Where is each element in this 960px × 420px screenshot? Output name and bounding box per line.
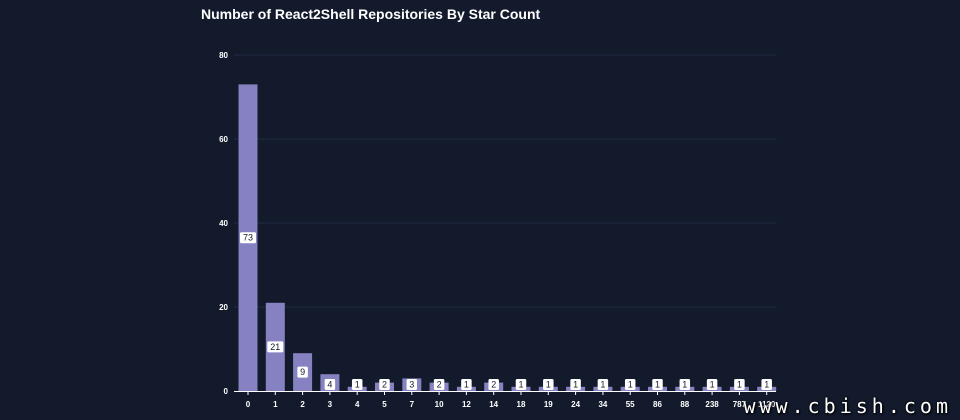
x-tick-label: 55	[626, 400, 635, 409]
x-tick-label: 238	[705, 400, 719, 409]
data-label-box	[570, 379, 581, 390]
data-label: 2	[437, 380, 442, 390]
x-tick-label: 24	[571, 400, 580, 409]
x-tick-label: 14	[489, 400, 498, 409]
x-tick-label: 5	[382, 400, 387, 409]
data-label: 1	[518, 380, 523, 390]
data-label-box	[734, 379, 745, 390]
x-tick-label: 7	[410, 400, 415, 409]
data-label-box	[543, 379, 554, 390]
data-label-box	[652, 379, 663, 390]
y-tick-label: 0	[224, 387, 229, 396]
data-label-box	[240, 232, 256, 244]
gridlines	[234, 54, 776, 308]
data-label: 2	[382, 380, 387, 390]
data-label: 2	[491, 380, 496, 390]
data-label: 1	[737, 380, 742, 390]
data-label: 1	[655, 380, 660, 390]
watermark: www.cbish.com	[743, 394, 952, 418]
data-label: 21	[270, 342, 280, 352]
data-label: 1	[546, 380, 551, 390]
x-tick-label: 1	[273, 400, 278, 409]
x-tick-label: 787	[733, 400, 747, 409]
data-label: 1	[464, 380, 469, 390]
chart-title: Number of React2Shell Repositories By St…	[201, 6, 541, 22]
x-tick-label: 0	[246, 400, 251, 409]
x-tick-label: 19	[544, 400, 553, 409]
y-tick-label: 40	[219, 219, 228, 228]
x-tick-label: 1120	[758, 400, 776, 409]
data-label-box	[624, 379, 636, 390]
x-tick-label: 86	[653, 400, 662, 409]
data-label: 4	[327, 380, 332, 390]
x-tick-label: 4	[355, 400, 360, 409]
y-tick-label: 20	[219, 303, 228, 312]
data-label: 9	[300, 367, 305, 377]
data-label-box	[597, 379, 609, 390]
y-axis: 0 20 40 60 80	[219, 51, 228, 396]
x-axis: 0 1 2 3 4 5 7 10 12 14 18 19 24 34 55 86 88 238 787 1120	[234, 391, 776, 409]
x-tick-label: 3	[328, 400, 333, 409]
data-label-box	[379, 379, 390, 390]
data-label-box	[761, 379, 772, 390]
data-label: 1	[682, 380, 687, 390]
data-label-box	[267, 341, 284, 353]
data-label-box	[406, 379, 418, 390]
data-label: 1	[764, 380, 769, 390]
data-label-box	[297, 366, 308, 378]
data-label-box	[679, 379, 691, 390]
data-label: 1	[573, 380, 578, 390]
data-label-box	[706, 379, 718, 390]
x-tick-label: 12	[462, 400, 471, 409]
data-label-box	[433, 379, 445, 390]
y-tick-label: 60	[219, 135, 228, 144]
data-label: 1	[600, 380, 605, 390]
data-label: 1	[628, 380, 633, 390]
data-label: 1	[710, 380, 715, 390]
x-tick-label: 18	[517, 400, 526, 409]
data-label-box	[488, 379, 499, 390]
data-label: 73	[243, 233, 253, 243]
x-tick-label: 88	[680, 400, 689, 409]
data-label-box	[515, 379, 527, 390]
y-tick-label: 80	[219, 51, 228, 60]
data-label: 3	[409, 380, 414, 390]
data-label-box	[324, 379, 336, 390]
x-tick-label: 34	[598, 400, 607, 409]
data-label-box	[351, 379, 363, 390]
x-tick-label: 10	[435, 400, 444, 409]
data-label: 1	[355, 380, 360, 390]
bars	[238, 84, 777, 392]
data-label-box	[461, 379, 472, 390]
x-tick-label: 2	[300, 400, 305, 409]
